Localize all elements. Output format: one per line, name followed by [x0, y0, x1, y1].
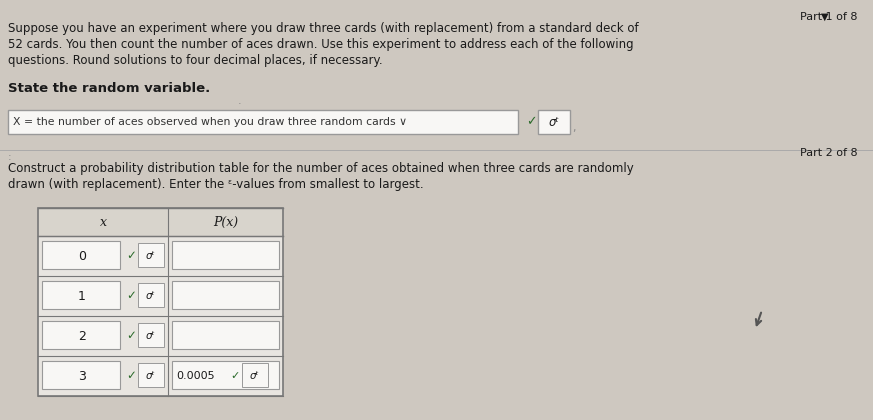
- Text: σᵗ: σᵗ: [146, 331, 155, 341]
- Text: ,: ,: [572, 123, 575, 133]
- Bar: [42, 361, 120, 389]
- Bar: [38, 356, 283, 396]
- Bar: [42, 321, 120, 349]
- Text: σᵗ: σᵗ: [146, 291, 155, 301]
- Text: State the random variable.: State the random variable.: [8, 82, 210, 95]
- Bar: [138, 283, 164, 307]
- Text: σᵗ: σᵗ: [548, 116, 560, 129]
- Bar: [138, 323, 164, 347]
- Text: .: .: [238, 96, 242, 106]
- Text: drawn (with replacement). Enter the ᵋ-values from smallest to largest.: drawn (with replacement). Enter the ᵋ-va…: [8, 178, 423, 191]
- Text: σᵗ: σᵗ: [146, 371, 155, 381]
- Text: questions. Round solutions to four decimal places, if necessary.: questions. Round solutions to four decim…: [8, 54, 382, 67]
- Text: 52 cards. You then count the number of aces drawn. Use this experiment to addres: 52 cards. You then count the number of a…: [8, 38, 634, 51]
- Bar: [138, 363, 164, 387]
- Bar: [8, 110, 518, 134]
- Bar: [38, 276, 283, 316]
- Text: ✓: ✓: [126, 330, 136, 342]
- Text: σᵗ: σᵗ: [251, 371, 260, 381]
- Text: 0.0005: 0.0005: [176, 371, 215, 381]
- Text: ✓: ✓: [126, 370, 136, 383]
- Bar: [42, 241, 120, 269]
- Bar: [538, 110, 570, 134]
- Text: 1: 1: [78, 289, 86, 302]
- Text: Part 2 of 8: Part 2 of 8: [801, 148, 858, 158]
- Text: ✓: ✓: [126, 289, 136, 302]
- Bar: [242, 363, 268, 387]
- Text: 3: 3: [78, 370, 86, 383]
- Text: Part 1 of 8: Part 1 of 8: [801, 12, 858, 22]
- Text: 0: 0: [78, 249, 86, 262]
- Text: ▼: ▼: [821, 12, 828, 22]
- Bar: [172, 281, 279, 309]
- Bar: [172, 321, 279, 349]
- Bar: [172, 241, 279, 269]
- Bar: [38, 208, 283, 396]
- Bar: [138, 243, 164, 267]
- Text: Construct a probability distribution table for the number of aces obtained when : Construct a probability distribution tab…: [8, 162, 634, 175]
- Text: σᵗ: σᵗ: [146, 251, 155, 261]
- Text: :: :: [8, 152, 11, 162]
- Bar: [38, 236, 283, 276]
- Text: X = the number of aces observed when you draw three random cards ∨: X = the number of aces observed when you…: [13, 117, 407, 127]
- Text: P(x): P(x): [213, 215, 238, 228]
- Text: ✓: ✓: [230, 371, 239, 381]
- Bar: [172, 361, 279, 389]
- Text: x: x: [100, 215, 107, 228]
- Bar: [42, 281, 120, 309]
- Text: 2: 2: [78, 330, 86, 342]
- Text: ✓: ✓: [126, 249, 136, 262]
- Bar: [38, 316, 283, 356]
- Bar: [38, 208, 283, 236]
- Text: Suppose you have an experiment where you draw three cards (with replacement) fro: Suppose you have an experiment where you…: [8, 22, 639, 35]
- Text: ✓: ✓: [526, 116, 537, 129]
